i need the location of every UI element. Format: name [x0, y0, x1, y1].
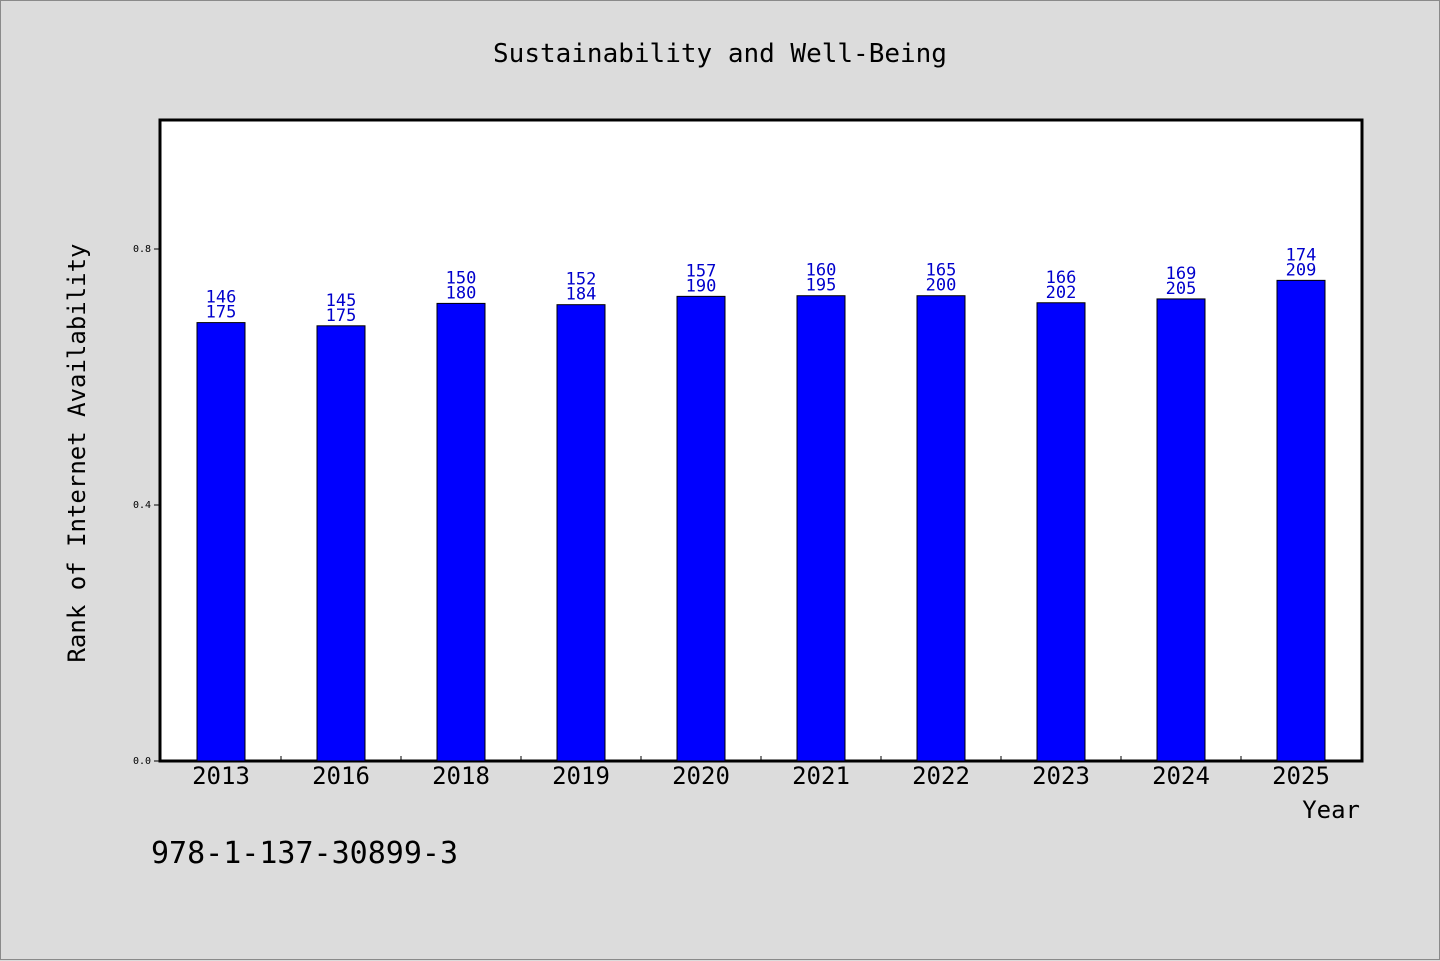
x-tick-label-2021: 2021: [792, 762, 850, 790]
x-tick-label-2025: 2025: [1272, 762, 1330, 790]
y-axis-ticks: 0.0 0.4 0.8: [133, 244, 161, 767]
bar-2021: [796, 295, 846, 762]
data-label-top-2023: 166: [1046, 268, 1077, 288]
y-axis-label: Rank of Internet Availability: [63, 243, 91, 662]
isbn-footer: 978-1-137-30899-3: [151, 836, 458, 871]
x-tick-label-2018: 2018: [432, 762, 490, 790]
bar-2022: [916, 295, 966, 762]
data-label-top-2018: 150: [446, 268, 477, 288]
x-tick-label-2022: 2022: [912, 762, 970, 790]
y-tick-label-1: 0.4: [133, 500, 151, 511]
bars-layer: [196, 279, 1326, 762]
data-label-top-2013: 146: [206, 288, 237, 308]
x-tick-label-2023: 2023: [1032, 762, 1090, 790]
bar-2019: [556, 304, 606, 762]
x-tick-label-2024: 2024: [1152, 762, 1210, 790]
x-tick-label-2013: 2013: [192, 762, 250, 790]
bar-2020: [676, 295, 726, 762]
x-axis-label: Year: [1302, 796, 1360, 824]
data-label-bottom-2016: 175: [326, 306, 357, 326]
bar-2018: [436, 302, 486, 762]
data-label-top-2020: 157: [686, 261, 717, 281]
bar-2016: [316, 325, 366, 762]
data-label-top-2016: 145: [326, 291, 357, 311]
x-tick-label-2019: 2019: [552, 762, 610, 790]
bar-2024: [1156, 298, 1206, 762]
bar-2025: [1276, 279, 1326, 762]
data-label-bottom-2025: 209: [1286, 260, 1317, 280]
bar-2023: [1036, 302, 1086, 762]
data-label-bottom-2021: 195: [806, 276, 837, 296]
bar-2013: [196, 322, 246, 762]
x-axis-ticks: 2013 2016 2018 2019 2020 2021 2022 2023 2024 2025: [192, 756, 1330, 790]
data-label-bottom-2019: 184: [566, 285, 597, 305]
data-label-bottom-2020: 190: [686, 276, 717, 296]
data-label-top-2019: 152: [566, 270, 597, 290]
data-labels-layer: 1461751451751501801521841571901601951652…: [206, 245, 1317, 325]
x-tick-label-2016: 2016: [312, 762, 370, 790]
y-tick-label-2: 0.8: [133, 244, 151, 255]
data-label-bottom-2018: 180: [446, 283, 477, 303]
data-label-bottom-2023: 202: [1046, 283, 1077, 303]
x-tick-label-2020: 2020: [672, 762, 730, 790]
data-label-top-2024: 169: [1166, 264, 1197, 284]
data-label-bottom-2013: 175: [206, 303, 237, 323]
data-label-top-2025: 174: [1286, 245, 1317, 265]
chart-title: Sustainability and Well-Being: [493, 39, 947, 69]
data-label-top-2022: 165: [926, 261, 957, 281]
data-label-top-2021: 160: [806, 261, 837, 281]
y-tick-label-0: 0.0: [133, 756, 151, 767]
data-label-bottom-2024: 205: [1166, 279, 1197, 299]
data-label-bottom-2022: 200: [926, 276, 957, 296]
